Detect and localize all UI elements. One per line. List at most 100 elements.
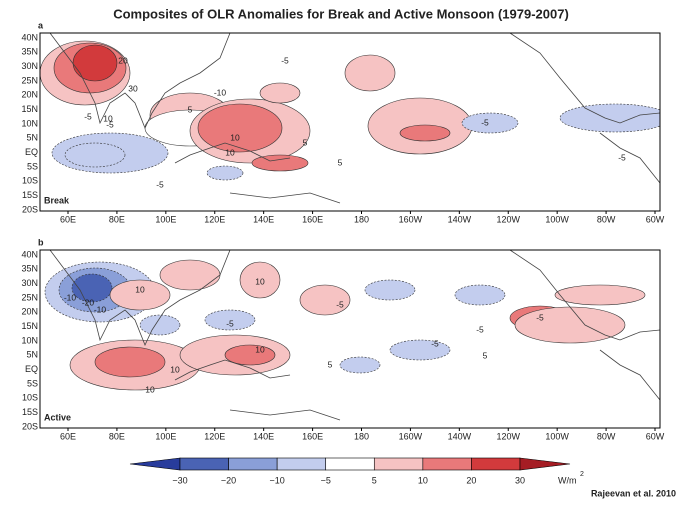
contour-label: 5 [328,359,333,369]
lat-label: 20N [21,307,38,317]
contour-label: -10 [214,87,227,97]
coastline [509,250,660,341]
contour-label: -5 [536,312,544,322]
anomaly-region [197,103,283,153]
lat-label: 10N [21,335,38,345]
anomaly-region [109,279,171,311]
colorbar-unit-power: 2 [580,471,584,478]
figure-title: Composites of OLR Anomalies for Break an… [113,6,569,21]
lat-label: 10N [21,118,38,128]
coastline [229,409,341,421]
lat-label: 35N [21,264,38,274]
contour-label: 10 [230,132,240,142]
lon-label: 80E [109,431,125,441]
panel-letter: b [38,237,44,247]
lon-label: 140W [448,431,472,441]
coastline [599,349,660,401]
lat-label: 15S [22,190,38,200]
lat-label: 5S [27,378,38,388]
panel-letter: a [38,20,44,30]
lat-label: 15N [21,104,38,114]
colorbar-tick-label: −10 [270,475,285,485]
colorbar-tick-label: 5 [372,475,377,485]
lon-label: 140E [253,214,274,224]
contour-label: 10 [255,344,265,354]
colorbar-segment [276,457,327,471]
anomaly-region [514,306,626,344]
anomaly-region [71,273,113,303]
maps: 203010-5-5-10105-5-5105-5-55aBreak40N35N… [21,20,665,441]
lat-label: 25N [21,292,38,302]
lon-label: 120E [204,431,225,441]
contour-label: -5 [476,324,484,334]
anomaly-region [251,154,309,172]
lat-label: EQ [25,364,38,374]
anomaly-region [344,54,396,92]
contour-label: 10 [135,284,145,294]
contour-label: 20 [118,55,128,65]
lon-label: 120W [496,431,520,441]
colorbar: −30 −20 −10 −5 5 10 20 30 W/m2 [129,457,584,485]
lat-label: 20N [21,90,38,100]
lon-label: 60W [646,431,665,441]
contour-label: 10 [170,364,180,374]
lon-label: 160W [399,431,423,441]
anomaly-region [72,44,118,82]
contour-label: 10 [225,147,235,157]
lat-label: 5S [27,161,38,171]
anomaly-region [364,279,416,301]
colorbar-unit: W/m [558,475,577,485]
lat-label: 10S [22,393,38,403]
colorbar-segment [179,457,229,471]
lon-label: 80W [597,431,616,441]
lat-label: 40N [21,32,38,42]
anomaly-region [339,356,381,374]
lon-label: 100W [545,214,569,224]
lat-label: 30N [21,278,38,288]
lat-label: 20S [22,421,38,431]
lat-label: 5N [26,133,38,143]
lon-label: 100E [155,214,176,224]
contour-label: -10 [94,304,107,314]
colorbar-segment [228,457,278,471]
anomaly-region [554,284,646,306]
anomaly-region [224,344,276,366]
colorbar-high [519,457,571,471]
panel-name: Break [44,195,70,205]
credit: Rajeevan et al. 2010 [591,488,676,498]
lon-label: 140E [253,431,274,441]
lat-label: 10S [22,176,38,186]
contour-label: 5 [483,350,488,360]
colorbar-tick-label: −30 [172,475,187,485]
lat-label: 25N [21,75,38,85]
colorbar-tick-label: −5 [321,475,331,485]
anomaly-region [461,112,519,134]
contour-label: 10 [103,113,113,123]
lon-label: 120E [204,214,225,224]
lon-label: 80W [597,214,616,224]
contour-label: -5 [336,299,344,309]
anomaly-region [559,103,660,133]
lon-label: 80E [109,214,125,224]
anomaly-region [399,124,451,142]
map-layer [44,250,660,421]
colorbar-segment [373,457,424,471]
anomaly-region [389,339,451,361]
anomaly-region [454,284,506,306]
coastline [229,192,341,204]
lon-label: 160E [302,214,323,224]
lon-label: 160E [302,431,323,441]
contour-label: -5 [156,179,164,189]
colorbar-tick-label: 10 [418,475,428,485]
lon-label: 60W [646,214,665,224]
contour-label: 30 [128,83,138,93]
map-layer [40,33,660,204]
colorbar-segment [325,457,375,471]
lat-label: 15S [22,407,38,417]
contour-label: 10 [255,276,265,286]
lon-label: 100E [155,431,176,441]
anomaly-region [204,309,256,331]
